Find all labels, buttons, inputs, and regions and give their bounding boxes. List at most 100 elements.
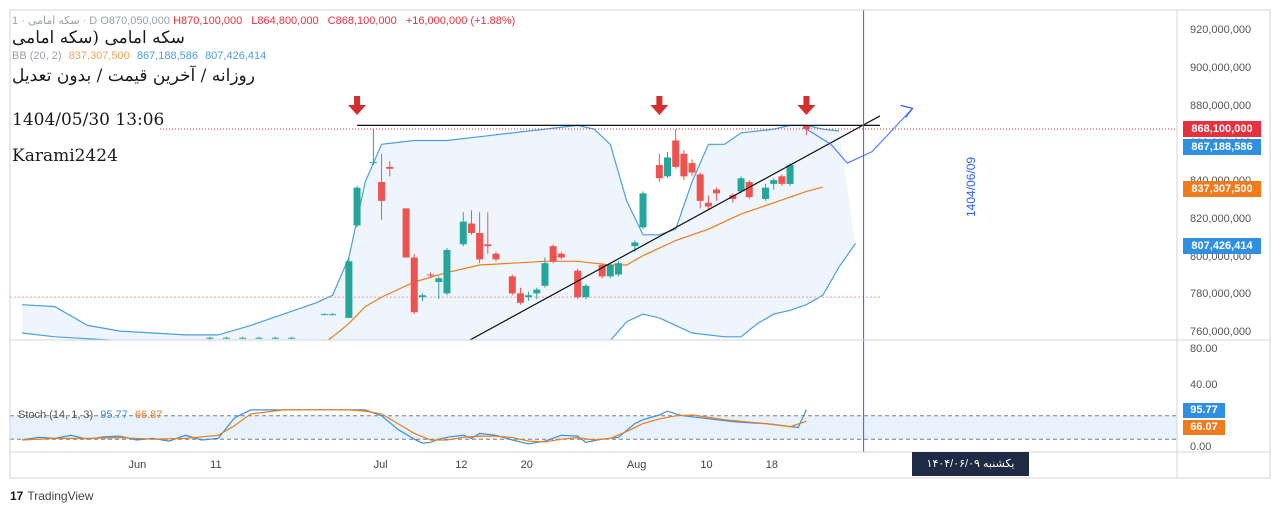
candle-body <box>418 295 426 298</box>
candle-body <box>206 337 214 339</box>
down-arrow-marker-head <box>797 105 816 115</box>
high-value: H870,100,000 <box>173 15 243 27</box>
bb-upper-line <box>22 124 840 336</box>
stoch-tag: 95.77 <box>1183 403 1225 418</box>
tradingview-branding[interactable]: 17 TradingView <box>10 489 93 503</box>
price-tick-label: 880,000,000 <box>1190 99 1252 112</box>
candle-body <box>745 182 753 198</box>
title-annotation[interactable]: سکه امامی (سکه امامی <box>12 28 185 48</box>
down-arrow-marker <box>803 96 810 105</box>
tv-logo-icon: 17 <box>10 489 24 503</box>
candle-body <box>410 257 418 313</box>
outer-frame <box>9 9 1271 479</box>
projection-arrowhead <box>900 104 914 118</box>
candle-body <box>369 162 377 164</box>
subtitle-annotation[interactable]: روزانه / آخرین قیمت / بدون تعدیل <box>12 66 255 86</box>
candle-body <box>680 153 688 177</box>
author-annotation[interactable]: Karami2424 <box>12 146 118 166</box>
stoch-pane <box>10 409 1177 445</box>
candle-body <box>770 180 778 184</box>
candle-body <box>271 337 279 339</box>
candle-body <box>516 293 524 303</box>
stoch-tick-label: 40.00 <box>1190 379 1218 391</box>
candle-body <box>255 337 263 339</box>
datetime-annotation[interactable]: 1404/05/30 13:06 <box>12 110 165 130</box>
time-tick-label: Aug <box>626 459 647 471</box>
low-value: L864,800,000 <box>251 15 319 27</box>
time-tick-label: 11 <box>210 459 222 471</box>
down-arrow-marker <box>656 96 663 105</box>
candle-body <box>664 157 672 177</box>
candle-body <box>459 221 467 245</box>
candle-body <box>672 140 680 167</box>
candle-body <box>353 187 361 226</box>
candle-body <box>574 270 582 298</box>
stoch-d-line <box>22 409 807 443</box>
price-tag: 837,307,500 <box>1183 181 1261 197</box>
stoch-k-line <box>22 409 807 445</box>
candle-body <box>598 265 606 277</box>
bb-lower-line <box>22 243 856 340</box>
down-arrow-marker-head <box>650 105 669 115</box>
candle-body <box>402 208 410 258</box>
candle-body <box>239 337 247 339</box>
ohlc-legend: سکه امامی · 1 · D O870,050,000 H870,100,… <box>12 14 521 27</box>
candle-body <box>802 125 810 129</box>
candle-body <box>329 314 337 316</box>
candle-body <box>386 166 394 169</box>
candle-body <box>582 285 590 298</box>
stoch-k-value: 95.77 <box>100 409 128 421</box>
vertical-date-text: 1404/06/09 <box>964 156 978 217</box>
candle-body <box>615 263 622 275</box>
chart-frame <box>9 9 1271 479</box>
candle-body <box>729 195 737 199</box>
candle-body <box>222 337 230 339</box>
down-arrow-marker <box>354 96 361 105</box>
bb-basis-value: 837,307,500 <box>68 50 130 62</box>
candle-body <box>484 244 492 247</box>
tv-brand-name: TradingView <box>27 489 94 503</box>
price-tag: 807,426,414 <box>1183 238 1261 254</box>
candle-body <box>427 274 435 276</box>
stoch-band <box>10 415 1177 440</box>
candle-body <box>541 263 549 286</box>
price-tick-label: 920,000,000 <box>1190 24 1252 36</box>
bb-legend[interactable]: BB (20, 2) 837,307,500 867,188,586 807,4… <box>12 50 266 62</box>
candle-body <box>778 176 786 184</box>
candle-body <box>557 253 565 258</box>
stoch-label: Stoch (14, 1, 3) <box>18 409 94 421</box>
main-pane <box>10 96 1177 340</box>
candle-body <box>639 193 647 228</box>
candle-body <box>492 253 500 260</box>
price-tick-label: 780,000,000 <box>1190 288 1252 301</box>
candle-body <box>345 261 353 318</box>
support-trendline <box>468 115 881 340</box>
candle-body <box>533 289 541 294</box>
candle-body <box>688 163 696 173</box>
price-tick-label: 760,000,000 <box>1190 326 1252 338</box>
candle-body <box>606 265 614 277</box>
candle-body <box>435 278 443 283</box>
stoch-tick-label: 80.00 <box>1190 343 1218 355</box>
time-tick-label: Jun <box>128 459 147 471</box>
candle-body <box>696 174 704 201</box>
candle-body <box>443 249 451 294</box>
candle-body <box>655 165 663 179</box>
stoch-legend[interactable]: Stoch (14, 1, 3) 95.77 66.87 <box>18 409 162 421</box>
candle-body <box>320 314 328 316</box>
crosshair-date-tag: یکشنبه ۱۴۰۴/۰۶/۰۹ <box>912 452 1029 476</box>
candle-body <box>525 295 533 298</box>
bb-fill <box>22 125 856 340</box>
candle-body <box>713 189 721 194</box>
candle-body <box>378 182 386 201</box>
projection-line <box>806 107 914 164</box>
time-tick-label: 12 <box>455 459 468 471</box>
candle-body <box>467 223 475 233</box>
symbol-label: سکه امامی · 1 · D <box>12 15 98 27</box>
time-tick-label: 18 <box>765 459 778 471</box>
candle-body <box>476 232 484 260</box>
bb-lower-value: 807,426,414 <box>205 50 267 62</box>
stoch-tick-label: 0.00 <box>1190 441 1212 453</box>
candle-body <box>704 202 712 207</box>
